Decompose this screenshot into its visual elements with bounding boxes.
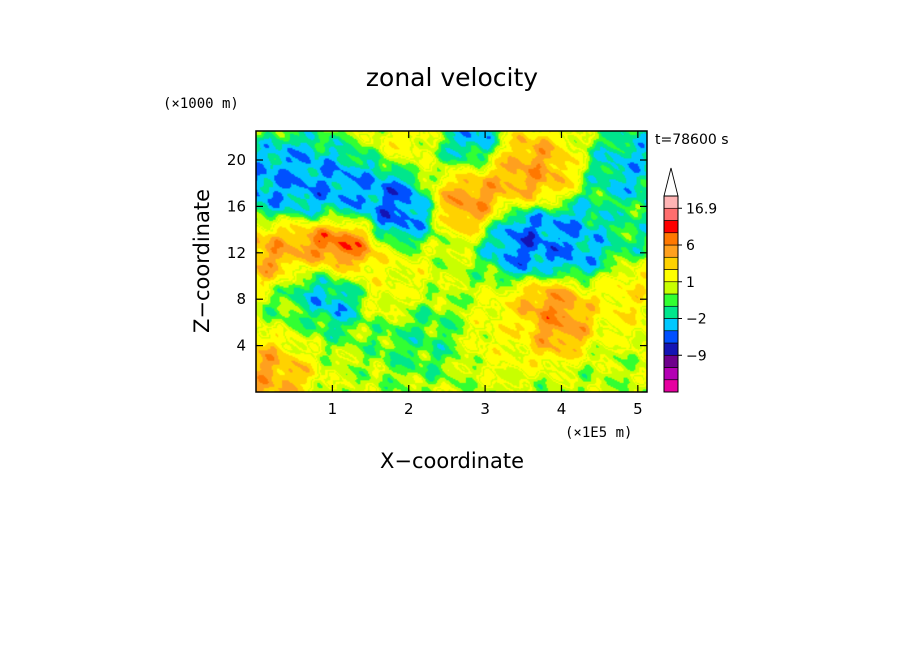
time-label: t=78600 s (655, 132, 729, 148)
colorbar-label: −9 (686, 348, 707, 364)
colorbar-swatch (663, 342, 679, 356)
colorbar-swatch (663, 305, 679, 319)
x-tick-label: 3 (480, 400, 490, 418)
colorbar-swatch (663, 207, 679, 221)
colorbar-label: −2 (686, 312, 707, 328)
colorbar-swatch (663, 220, 679, 234)
colorbar-swatch (663, 232, 679, 246)
colorbar-swatch (663, 256, 679, 270)
colorbar: 16.9 6 1 −2 −9 (663, 167, 717, 393)
y-tick-label: 20 (227, 151, 246, 169)
y-tick-label: 16 (227, 197, 246, 215)
y-axis-unit: (×1000 m) (163, 96, 239, 112)
colorbar-swatch (663, 195, 679, 209)
colorbar-frame (663, 195, 679, 393)
x-tick-label: 1 (328, 400, 338, 418)
colorbar-label: 6 (686, 238, 695, 254)
colorbar-extend-arrow (663, 167, 679, 197)
colorbar-swatch (663, 354, 679, 368)
y-tick-label: 12 (227, 244, 246, 262)
plot-frame (255, 130, 648, 393)
velocity-field (256, 131, 647, 392)
x-tick-label: 2 (404, 400, 414, 418)
colorbar-swatch (663, 281, 679, 295)
colorbar-swatch (663, 244, 679, 258)
colorbar-swatch (663, 318, 679, 332)
chart-title: zonal velocity (366, 63, 538, 92)
colorbar-swatch (663, 293, 679, 307)
colorbar-swatch (663, 330, 679, 344)
x-ticks: 1 2 3 4 5 (328, 131, 643, 418)
colorbar-swatch (663, 269, 679, 283)
colorbar-label: 1 (686, 275, 695, 291)
colorbar-swatch (663, 367, 679, 381)
colorbar-swatch (663, 379, 679, 393)
x-tick-label: 4 (557, 400, 567, 418)
x-tick-label: 5 (633, 400, 643, 418)
y-tick-label: 4 (236, 337, 246, 355)
x-axis-label: X−coordinate (380, 449, 524, 473)
y-axis-label: Z−coordinate (190, 189, 214, 333)
x-axis-unit: (×1E5 m) (565, 425, 632, 441)
y-ticks: 4 8 12 16 20 (227, 151, 647, 355)
colorbar-label: 16.9 (686, 201, 717, 217)
y-tick-label: 8 (236, 290, 246, 308)
